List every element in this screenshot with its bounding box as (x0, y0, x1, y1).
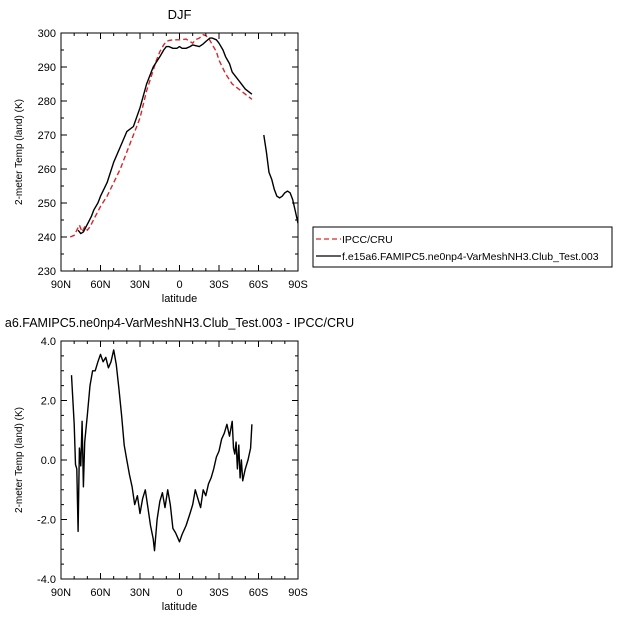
y-tick-label: 2.0 (41, 396, 56, 408)
legend-label-ipcc-cru: IPCC/CRU (342, 234, 393, 246)
plot-area (69, 34, 298, 238)
difference-line-seg-0 (70, 349, 253, 552)
y-tick-label: -2.0 (37, 515, 56, 527)
chart-title: a6.FAMIPC5.ne0np4-VarMeshNH3.Club_Test.0… (5, 316, 354, 330)
x-axis-label: latitude (162, 601, 197, 613)
plot-frame (60, 32, 299, 272)
x-tick-label: 90S (288, 587, 308, 599)
y-tick-label: 0.0 (41, 455, 56, 467)
x-tick-label: 90N (51, 279, 71, 291)
y-axis-label: 2-meter Temp (land) (K) (14, 99, 25, 205)
y-tick-label: 300 (38, 28, 56, 40)
x-tick-label: 60N (90, 279, 110, 291)
series-line-1-seg-0 (77, 37, 253, 235)
legend-box (312, 226, 613, 268)
x-axis-label: latitude (162, 293, 197, 305)
chart-top-djf: DJF 90N 60N 30N 0 30S 60S 90S 230 240 250 260 270 280… (14, 7, 308, 305)
plot-frame (60, 340, 299, 580)
series-line-1-seg-1 (263, 134, 298, 224)
x-tick-label: 60S (249, 587, 269, 599)
y-tick-label: 240 (38, 232, 56, 244)
y-tick-label: 270 (38, 130, 56, 142)
y-tick-label: 250 (38, 198, 56, 210)
legend-label-model: f.e15a6.FAMIPC5.ne0np4-VarMeshNH3.Club_T… (342, 251, 599, 263)
y-tick-label: 260 (38, 164, 56, 176)
y-tick-label: 4.0 (41, 336, 56, 348)
x-tick-label: 30S (209, 279, 229, 291)
legend: IPCC/CRU f.e15a6.FAMIPC5.ne0np4-VarMeshN… (312, 226, 613, 268)
chart-title: DJF (168, 7, 192, 22)
x-tick-label: 90S (288, 279, 308, 291)
y-tick-label: 290 (38, 62, 56, 74)
x-tick-label: 0 (176, 587, 182, 599)
series-line-0-seg-0 (69, 34, 253, 238)
y-tick-label: 230 (38, 266, 56, 278)
plot-area (70, 349, 253, 552)
y-axis-label: 2-meter Temp (land) (K) (14, 407, 25, 513)
chart-bottom-difference: a6.FAMIPC5.ne0np4-VarMeshNH3.Club_Test.0… (5, 316, 354, 613)
x-tick-label: 30N (130, 587, 150, 599)
x-tick-label: 60N (90, 587, 110, 599)
y-tick-label: 280 (38, 96, 56, 108)
x-tick-label: 60S (249, 279, 269, 291)
x-tick-label: 30S (209, 587, 229, 599)
x-tick-label: 0 (176, 279, 182, 291)
x-tick-label: 30N (130, 279, 150, 291)
x-tick-label: 90N (51, 587, 71, 599)
y-tick-label: -4.0 (37, 574, 56, 586)
